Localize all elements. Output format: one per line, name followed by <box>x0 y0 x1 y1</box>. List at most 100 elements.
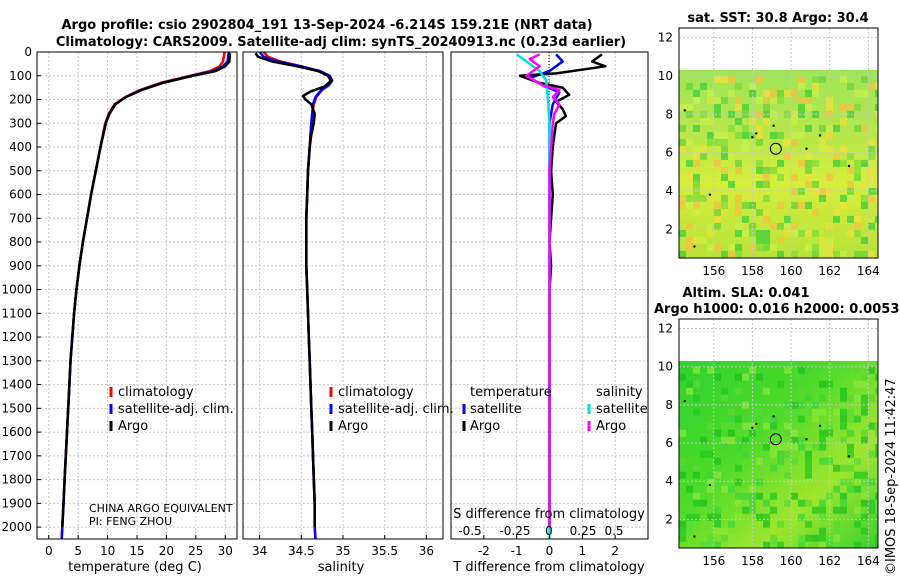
sst-lon-tick-labels: 156 158 160 162 164 <box>702 264 879 278</box>
legend-satellite-adj-label: satellite-adj. clim. <box>338 402 454 417</box>
map-pixel <box>735 222 742 230</box>
map-pixel <box>819 138 826 146</box>
map-pixel <box>812 506 819 514</box>
map-pixel <box>742 506 749 514</box>
map-pixel <box>721 387 728 395</box>
map-pixel <box>833 506 840 514</box>
map-pixel <box>805 124 812 132</box>
map-pixel <box>693 89 700 97</box>
map-pixel <box>833 520 840 528</box>
sla-map-panel: Altim. SLA: 0.041 Argo h1000: 0.016 h200… <box>654 286 899 568</box>
map-pixel <box>791 89 798 97</box>
map-pixel <box>707 131 714 139</box>
map-pixel <box>700 117 707 125</box>
map-pixel <box>861 471 868 479</box>
map-pixel <box>805 152 812 160</box>
map-pixel <box>861 180 868 188</box>
map-pixel <box>763 208 770 216</box>
map-pixel <box>854 520 861 528</box>
map-pixel <box>875 450 878 458</box>
map-pixel <box>875 492 878 500</box>
lon-tick-label: 158 <box>741 264 764 278</box>
map-pixel <box>840 117 847 125</box>
map-pixel <box>770 464 777 472</box>
map-pixel <box>770 89 777 97</box>
map-pixel <box>791 443 798 451</box>
map-pixel <box>770 429 777 437</box>
map-pixel <box>854 380 861 388</box>
map-pixel <box>714 208 721 216</box>
depth-tick-label: 700 <box>9 211 32 225</box>
map-pixel <box>819 499 826 507</box>
map-pixel <box>819 243 826 251</box>
map-pixel <box>686 194 693 202</box>
map-pixel <box>777 201 784 209</box>
map-pixel <box>735 159 742 167</box>
depth-tick-label: 1700 <box>1 449 32 463</box>
float-position-dot <box>755 422 758 426</box>
map-pixel <box>798 110 805 118</box>
float-position-dot <box>847 164 851 168</box>
map-pixel <box>756 541 763 548</box>
map-pixel <box>868 478 875 486</box>
map-pixel <box>721 96 728 104</box>
map-pixel <box>777 89 784 97</box>
lat-tick-label: 12 <box>658 322 673 336</box>
map-pixel <box>861 436 868 444</box>
legend-s-satellite-label: satellite <box>596 402 648 417</box>
map-pixel <box>679 527 686 535</box>
map-pixel <box>742 422 749 430</box>
map-pixel <box>805 89 812 97</box>
map-pixel <box>791 187 798 195</box>
lat-tick-label: 6 <box>665 436 673 450</box>
map-pixel <box>805 464 812 472</box>
legend-salinity-title: salinity <box>596 385 643 400</box>
map-pixel <box>847 429 854 437</box>
map-pixel <box>770 243 777 251</box>
map-pixel <box>693 415 700 423</box>
map-pixel <box>742 110 749 118</box>
map-pixel <box>679 520 686 528</box>
map-pixel <box>770 131 777 139</box>
map-pixel <box>714 75 721 83</box>
map-pixel <box>763 173 770 181</box>
map-pixel <box>693 464 700 472</box>
map-pixel <box>686 236 693 244</box>
map-pixel <box>679 429 686 437</box>
map-pixel <box>819 534 826 542</box>
map-pixel <box>819 408 826 416</box>
map-pixel <box>798 131 805 139</box>
map-pixel <box>847 152 854 160</box>
map-pixel <box>742 145 749 153</box>
map-pixel <box>700 541 707 548</box>
map-pixel <box>833 152 840 160</box>
depth-tick-labels: 0 100 200 300 400 500 600 700 800 900 1000 1100 1200… <box>1 45 41 534</box>
map-pixel <box>805 408 812 416</box>
map-pixel <box>833 250 840 258</box>
map-pixel <box>749 82 756 90</box>
lon-tick-label: 158 <box>741 554 764 568</box>
map-pixel <box>686 222 693 230</box>
map-pixel <box>770 443 777 451</box>
map-pixel <box>728 124 735 132</box>
map-pixel <box>770 450 777 458</box>
map-pixel <box>700 499 707 507</box>
map-pixel <box>798 75 805 83</box>
map-pixel <box>721 250 728 258</box>
map-pixel <box>791 138 798 146</box>
x-tick-label: 34.5 <box>288 544 315 558</box>
map-pixel <box>735 96 742 104</box>
map-pixel <box>679 145 686 153</box>
map-pixel <box>728 415 735 423</box>
map-pixel <box>812 229 819 237</box>
map-pixel <box>798 499 805 507</box>
map-pixel <box>693 471 700 479</box>
map-pixel <box>812 180 819 188</box>
map-pixel <box>833 534 840 542</box>
map-pixel <box>840 506 847 514</box>
map-pixel <box>840 415 847 423</box>
map-pixel <box>784 366 791 374</box>
float-position-dot <box>693 535 696 538</box>
map-pixel <box>770 159 777 167</box>
map-pixel <box>777 173 784 181</box>
